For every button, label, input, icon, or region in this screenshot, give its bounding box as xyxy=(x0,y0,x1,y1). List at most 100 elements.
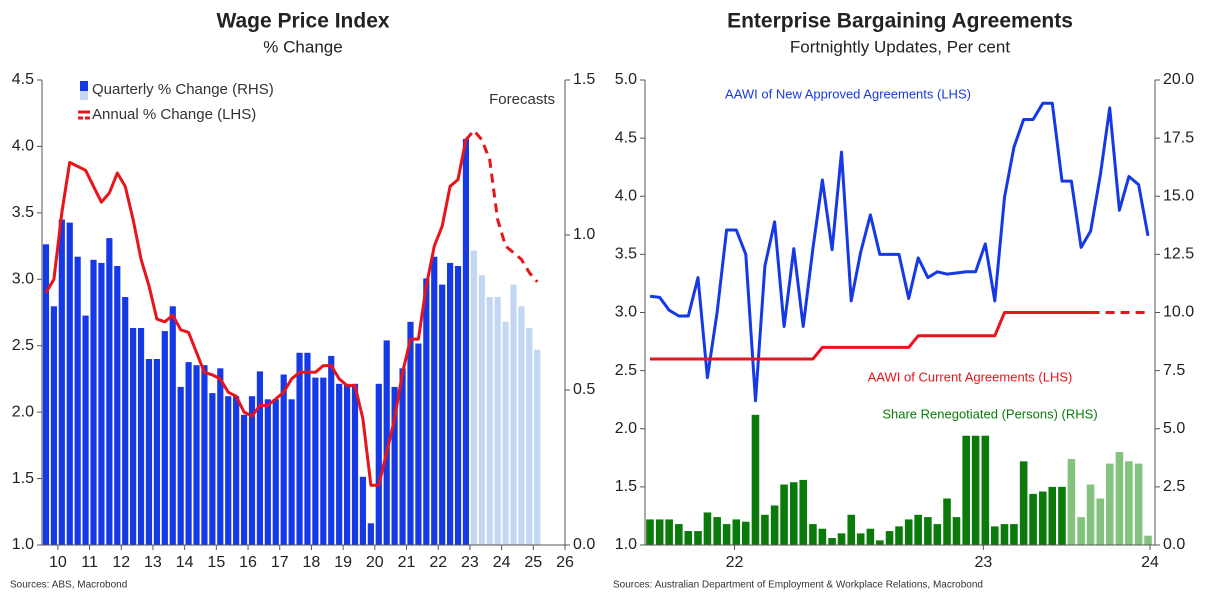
bar xyxy=(296,352,303,545)
bar xyxy=(1067,458,1076,545)
y2-tick-label: 20.0 xyxy=(1163,71,1194,88)
bar xyxy=(153,359,160,545)
chart-subtitle: Fortnightly Updates, Per cent xyxy=(790,37,1010,56)
bar xyxy=(526,328,533,545)
y-tick-label: 1.0 xyxy=(12,536,34,553)
bar xyxy=(343,383,351,545)
bar xyxy=(789,482,798,545)
bar xyxy=(713,517,721,545)
bar xyxy=(856,533,865,545)
bar xyxy=(161,331,168,545)
bar xyxy=(1039,491,1047,545)
bar xyxy=(74,256,81,545)
bar xyxy=(904,519,913,545)
bar xyxy=(470,250,477,545)
y-tick-label: 3.0 xyxy=(615,304,637,321)
bar xyxy=(423,278,430,545)
bar xyxy=(407,321,414,545)
x-tick-label: 24 xyxy=(493,554,511,571)
bar xyxy=(1010,524,1018,545)
bar xyxy=(462,138,470,545)
bar xyxy=(991,526,999,545)
bar xyxy=(486,297,493,545)
bar xyxy=(1048,486,1057,545)
y-tick-label: 4.0 xyxy=(615,187,637,204)
bar xyxy=(1144,535,1152,545)
y2-tick-label: 15.0 xyxy=(1163,187,1194,204)
bar xyxy=(367,523,374,545)
bar xyxy=(952,517,961,545)
x-tick-label: 11 xyxy=(81,554,98,571)
bar xyxy=(114,266,121,545)
legend-label: Annual % Change (LHS) xyxy=(92,106,256,123)
bar xyxy=(50,306,57,545)
bar xyxy=(288,399,295,545)
bar xyxy=(145,359,153,545)
bar xyxy=(770,505,779,545)
x-tick-label: 10 xyxy=(49,554,67,571)
bar xyxy=(665,519,673,545)
y-tick-label: 4.5 xyxy=(12,71,34,88)
x-tick-label: 18 xyxy=(303,554,321,571)
x-tick-label: 15 xyxy=(207,554,225,571)
bar xyxy=(837,533,846,545)
annotation: Forecasts xyxy=(489,91,555,108)
bar xyxy=(1115,452,1124,545)
y2-tick-label: 2.5 xyxy=(1163,478,1185,495)
bar xyxy=(177,386,184,545)
series-label: Share Renegotiated (Persons) (RHS) xyxy=(882,406,1097,421)
y2-tick-label: 1.5 xyxy=(573,71,595,88)
bar xyxy=(375,383,382,545)
x-tick-label: 22 xyxy=(429,554,447,571)
bar xyxy=(383,340,390,545)
series-label: AAWI of Current Agreements (LHS) xyxy=(868,369,1073,384)
x-tick-label: 23 xyxy=(974,554,992,571)
bar xyxy=(454,266,462,545)
x-tick-label: 13 xyxy=(144,554,162,571)
bar xyxy=(233,396,240,545)
bar xyxy=(359,476,367,545)
bar xyxy=(722,524,731,545)
bar xyxy=(866,528,875,545)
bar xyxy=(280,374,287,545)
y2-tick-label: 17.5 xyxy=(1163,129,1194,146)
bar xyxy=(510,284,517,545)
bar xyxy=(66,222,73,545)
bar xyxy=(494,297,501,545)
bar xyxy=(201,365,208,545)
bar xyxy=(924,517,932,545)
bar xyxy=(933,524,942,545)
bar xyxy=(90,259,97,545)
bar xyxy=(809,524,817,545)
bar xyxy=(415,343,422,545)
y-tick-label: 5.0 xyxy=(615,71,637,88)
bar xyxy=(320,377,327,545)
bar xyxy=(217,368,224,545)
bar xyxy=(518,306,525,545)
x-tick-label: 20 xyxy=(366,554,384,571)
bar xyxy=(1058,486,1066,545)
y-tick-label: 2.5 xyxy=(615,362,637,379)
y-tick-label: 3.0 xyxy=(12,271,34,288)
bar xyxy=(1019,461,1028,545)
bar xyxy=(1096,498,1105,545)
legend-swatch xyxy=(80,91,88,100)
y-tick-label: 2.0 xyxy=(615,420,637,437)
legend-label: Quarterly % Change (RHS) xyxy=(92,81,274,98)
bar xyxy=(328,355,335,545)
y2-tick-label: 1.0 xyxy=(573,226,595,243)
chart-subtitle: % Change xyxy=(263,37,342,56)
y2-tick-label: 0.0 xyxy=(573,536,595,553)
legend-swatch xyxy=(80,81,88,91)
bar xyxy=(447,262,454,545)
bar xyxy=(703,512,712,545)
bar xyxy=(336,383,343,545)
bar xyxy=(272,399,279,545)
line xyxy=(464,129,539,283)
bar xyxy=(818,528,827,545)
bar xyxy=(82,315,89,545)
chart-title: Wage Price Index xyxy=(216,10,389,33)
bar xyxy=(895,526,903,545)
y-tick-label: 3.5 xyxy=(615,246,637,263)
